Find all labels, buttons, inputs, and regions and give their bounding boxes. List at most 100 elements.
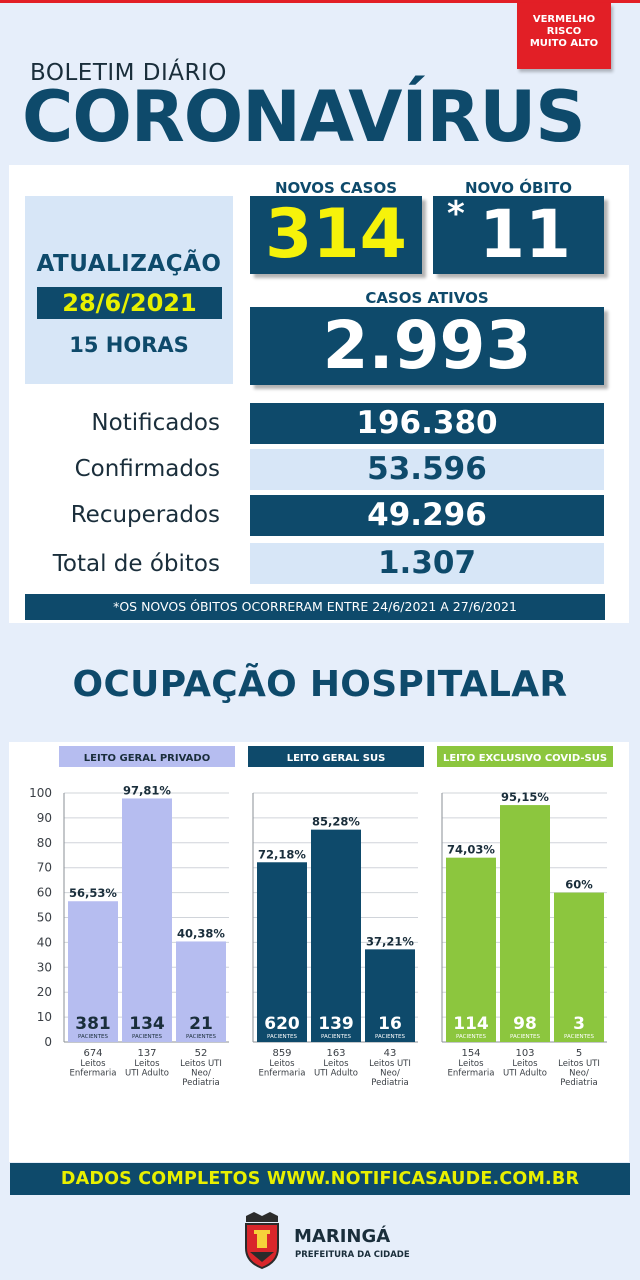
bar-value-label: 97,81% bbox=[123, 783, 171, 797]
y-tick-label: 10 bbox=[37, 1010, 52, 1024]
category-label: Leitos UTI bbox=[180, 1059, 222, 1069]
notified-box: 196.380 bbox=[250, 403, 604, 444]
chart-header bbox=[59, 746, 235, 767]
hospital-occupancy-charts: LEITO GERAL PRIVADO 0 10 20 30 40 50 60 70 80 90 10… bbox=[29, 746, 613, 1088]
total-deaths-value: 1.307 bbox=[250, 543, 604, 584]
bed-count: 137 bbox=[137, 1048, 156, 1059]
city-subtitle: PREFEITURA DA CIDADE bbox=[295, 1250, 410, 1260]
patients-count: 98 bbox=[513, 1014, 537, 1034]
active-cases-box bbox=[250, 307, 604, 385]
category-label: Leitos bbox=[512, 1059, 538, 1069]
patients-label: PACIENTES bbox=[375, 1034, 406, 1040]
active-cases-label: CASOS ATIVOS bbox=[365, 289, 489, 307]
category-label: Leitos bbox=[134, 1059, 160, 1069]
category-label: Neo/ bbox=[380, 1069, 400, 1079]
category-label: Pediatria bbox=[371, 1078, 408, 1088]
bar bbox=[500, 805, 550, 1042]
category-label: UTI Adulto bbox=[314, 1069, 358, 1079]
patients-label: PACIENTES bbox=[510, 1034, 541, 1040]
new-cases-box bbox=[250, 196, 422, 274]
category-label: Pediatria bbox=[182, 1078, 219, 1088]
update-label: ATUALIZAÇÃO bbox=[36, 251, 222, 277]
recovered-value: 49.296 bbox=[250, 495, 604, 536]
chart-header bbox=[437, 746, 613, 767]
patients-label: PACIENTES bbox=[456, 1034, 487, 1040]
y-tick-label: 40 bbox=[37, 935, 52, 949]
bar bbox=[311, 829, 361, 1042]
page-title: CORONAVÍRUS bbox=[22, 76, 586, 158]
bar bbox=[122, 798, 172, 1042]
bar bbox=[176, 941, 226, 1042]
patients-label: PACIENTES bbox=[132, 1034, 163, 1040]
deaths-footnote: *OS NOVOS ÓBITOS OCORRERAM ENTRE 24/6/20… bbox=[25, 594, 605, 620]
hospital-charts-panel: LEITO GERAL PRIVADO 0 10 20 30 40 50 60 70 80 90 10… bbox=[9, 742, 629, 1162]
patients-label: PACIENTES bbox=[564, 1034, 595, 1040]
bar-value-label: 56,53% bbox=[69, 886, 117, 900]
notified-label: Notificados bbox=[91, 410, 220, 436]
bar-value-label: 74,03% bbox=[447, 843, 495, 857]
bar-value-label: 85,28% bbox=[312, 815, 360, 829]
bar-value-label: 37,21% bbox=[366, 934, 414, 948]
chart-title: LEITO EXCLUSIVO COVID-SUS bbox=[443, 753, 607, 764]
risk-line-2: RISCO bbox=[546, 26, 582, 37]
update-hour: 15 HORAS bbox=[69, 333, 189, 357]
bed-count: 859 bbox=[272, 1048, 291, 1059]
footer-website-banner[interactable]: DADOS COMPLETOS WWW.NOTIFICASAUDE.COM.BR bbox=[10, 1163, 630, 1195]
city-crest-icon bbox=[245, 1212, 279, 1270]
category-label: Leitos UTI bbox=[369, 1059, 411, 1069]
top-accent-line bbox=[0, 0, 640, 3]
recovered-label: Recuperados bbox=[70, 502, 220, 528]
patients-label: PACIENTES bbox=[267, 1034, 298, 1040]
y-tick-label: 0 bbox=[44, 1035, 52, 1049]
category-label: Leitos bbox=[323, 1059, 349, 1069]
confirmed-value: 53.596 bbox=[250, 449, 604, 490]
patients-count: 139 bbox=[318, 1014, 354, 1034]
patients-count: 134 bbox=[129, 1014, 165, 1034]
bar-value-label: 40,38% bbox=[177, 926, 225, 940]
y-tick-label: 100 bbox=[29, 786, 52, 800]
patients-count: 3 bbox=[573, 1014, 585, 1034]
notified-value: 196.380 bbox=[250, 403, 604, 444]
new-cases-label: NOVOS CASOS bbox=[275, 179, 397, 197]
patients-label: PACIENTES bbox=[186, 1034, 217, 1040]
y-tick-label: 60 bbox=[37, 886, 52, 900]
bed-count: 154 bbox=[461, 1048, 480, 1059]
active-cases-value: 2.993 bbox=[322, 307, 532, 384]
update-date: 28/6/2021 bbox=[37, 287, 222, 319]
bar bbox=[257, 862, 307, 1042]
bar-value-label: 72,18% bbox=[258, 847, 306, 861]
category-label: Leitos bbox=[458, 1059, 484, 1069]
city-logo: MARINGÁ PREFEITURA DA CIDADE bbox=[242, 1212, 412, 1274]
bar bbox=[365, 949, 415, 1042]
patients-label: PACIENTES bbox=[321, 1034, 352, 1040]
category-label: Neo/ bbox=[569, 1069, 589, 1079]
chart-header bbox=[248, 746, 424, 767]
new-death-box bbox=[433, 196, 604, 274]
chart-title: LEITO GERAL SUS bbox=[287, 753, 386, 764]
category-label: UTI Adulto bbox=[503, 1069, 547, 1079]
y-tick-label: 50 bbox=[37, 911, 52, 925]
category-label: Leitos UTI bbox=[558, 1059, 600, 1069]
new-death-label: NOVO ÓBITO bbox=[465, 179, 572, 197]
patients-count: 114 bbox=[453, 1014, 489, 1034]
category-label: Enfermaria bbox=[448, 1069, 495, 1079]
risk-level-badge: VERMELHO RISCO MUITO ALTO bbox=[517, 3, 611, 69]
patients-count: 21 bbox=[189, 1014, 213, 1034]
category-label: Enfermaria bbox=[259, 1069, 306, 1079]
bed-count: 43 bbox=[384, 1048, 397, 1059]
recovered-box: 49.296 bbox=[250, 495, 604, 536]
total-deaths-box: 1.307 bbox=[250, 543, 604, 584]
patients-count: 620 bbox=[264, 1014, 300, 1034]
total-deaths-label: Total de óbitos bbox=[52, 551, 220, 577]
new-cases-value: 314 bbox=[265, 195, 407, 274]
category-label: Enfermaria bbox=[70, 1069, 117, 1079]
new-death-value: 11 bbox=[479, 196, 571, 273]
bar bbox=[446, 857, 496, 1042]
bulletin-label: BOLETIM DIÁRIO bbox=[30, 60, 227, 86]
confirmed-box: 53.596 bbox=[250, 449, 604, 490]
bed-count: 5 bbox=[576, 1048, 582, 1059]
bed-count: 103 bbox=[515, 1048, 534, 1059]
bed-count: 674 bbox=[83, 1048, 102, 1059]
category-label: Leitos bbox=[269, 1059, 295, 1069]
y-tick-label: 20 bbox=[37, 985, 52, 999]
